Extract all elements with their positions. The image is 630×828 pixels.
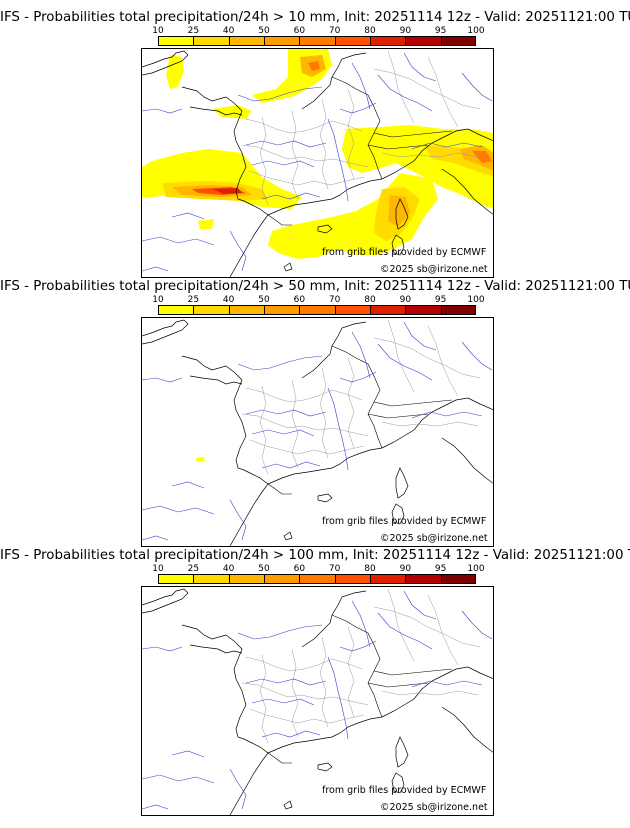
colorbar-tick-label: 40 <box>222 564 235 574</box>
colorbar-segment <box>299 36 336 46</box>
colorbar-tick-label: 80 <box>364 26 376 36</box>
colorbar-tick-label: 10 <box>152 26 164 36</box>
credit-source: from grib files provided by ECMWF <box>322 785 487 796</box>
colorbar-segment <box>264 36 301 46</box>
colorbar-segment <box>158 36 195 46</box>
map-canvas <box>142 49 493 277</box>
colorbar-segment <box>228 574 265 584</box>
credit-source: from grib files provided by ECMWF <box>322 247 487 258</box>
colorbar-segment <box>405 36 442 46</box>
colorbar-tick-label: 70 <box>328 295 341 305</box>
colorbar-segment <box>299 305 336 315</box>
colorbar-tick-label: 60 <box>293 295 306 305</box>
credit-copyright: ©2025 sb@irizone.net <box>380 264 488 275</box>
colorbar-segment <box>370 574 407 584</box>
colorbar-tick-label: 80 <box>364 564 376 574</box>
colorbar-tick-label: 100 <box>467 26 485 36</box>
colorbar-segment <box>299 574 336 584</box>
panel-10mm: IFS - Probabilities total precipitation/… <box>0 10 630 278</box>
colorbar-tick-label: 90 <box>399 26 412 36</box>
colorbar-tick-label: 40 <box>222 26 235 36</box>
colorbar-ticks: 10 25 40 50 60 70 80 90 95 100 <box>0 27 630 37</box>
panel-title: IFS - Probabilities total precipitation/… <box>0 10 630 25</box>
credit-source: from grib files provided by ECMWF <box>322 516 487 527</box>
colorbar-segment <box>370 36 407 46</box>
map-canvas <box>142 588 493 815</box>
map-10mm: from grib files provided by ECMWF ©2025 … <box>141 48 494 278</box>
map-100mm: from grib files provided by ECMWF ©2025 … <box>141 586 494 816</box>
colorbar-tick-label: 10 <box>152 295 164 305</box>
panel-50mm: IFS - Probabilities total precipitation/… <box>0 279 630 547</box>
colorbar-segment <box>264 574 301 584</box>
colorbar-tick-label: 70 <box>328 26 341 36</box>
colorbar-segment <box>228 36 265 46</box>
colorbar-tick-label: 95 <box>434 26 447 36</box>
colorbar-segment <box>405 305 442 315</box>
colorbar-tick-label: 100 <box>467 564 485 574</box>
colorbar-tick-label: 70 <box>328 564 341 574</box>
colorbar-segment <box>334 305 371 315</box>
colorbar-segment <box>193 574 230 584</box>
colorbar-segment <box>228 305 265 315</box>
colorbar-segment <box>405 574 442 584</box>
colorbar-tick-label: 60 <box>293 26 306 36</box>
colorbar-tick-label: 95 <box>434 295 447 305</box>
colorbar-segment <box>158 305 195 315</box>
colorbar-tick-label: 80 <box>364 295 376 305</box>
colorbar-segment <box>440 574 476 584</box>
colorbar-segment <box>193 305 230 315</box>
colorbar-tick-label: 95 <box>434 564 447 574</box>
map-50mm: from grib files provided by ECMWF ©2025 … <box>141 317 494 547</box>
colorbar-segment <box>334 36 371 46</box>
colorbar <box>158 305 476 315</box>
colorbar-tick-label: 50 <box>258 564 270 574</box>
colorbar-tick-label: 100 <box>467 295 485 305</box>
panel-title: IFS - Probabilities total precipitation/… <box>0 279 630 294</box>
colorbar-ticks: 10 25 40 50 60 70 80 90 95 100 <box>0 296 630 306</box>
colorbar-tick-label: 25 <box>187 26 200 36</box>
credit-copyright: ©2025 sb@irizone.net <box>380 533 488 544</box>
colorbar-segment <box>370 305 407 315</box>
colorbar-segment <box>158 574 195 584</box>
colorbar-segment <box>264 305 301 315</box>
colorbar-ticks: 10 25 40 50 60 70 80 90 95 100 <box>0 565 630 575</box>
colorbar-segment <box>440 305 476 315</box>
colorbar-tick-label: 10 <box>152 564 164 574</box>
colorbar <box>158 574 476 584</box>
map-canvas <box>142 319 493 546</box>
colorbar-tick-label: 40 <box>222 295 235 305</box>
colorbar-tick-label: 90 <box>399 295 412 305</box>
colorbar <box>158 36 476 46</box>
credit-copyright: ©2025 sb@irizone.net <box>380 802 488 813</box>
colorbar-segment <box>334 574 371 584</box>
colorbar-segment <box>193 36 230 46</box>
panel-title: IFS - Probabilities total precipitation/… <box>0 548 630 563</box>
colorbar-tick-label: 60 <box>293 564 306 574</box>
colorbar-tick-label: 25 <box>187 564 200 574</box>
colorbar-tick-label: 25 <box>187 295 200 305</box>
panel-100mm: IFS - Probabilities total precipitation/… <box>0 548 630 816</box>
colorbar-tick-label: 50 <box>258 295 270 305</box>
colorbar-segment <box>440 36 476 46</box>
colorbar-tick-label: 50 <box>258 26 270 36</box>
colorbar-tick-label: 90 <box>399 564 412 574</box>
